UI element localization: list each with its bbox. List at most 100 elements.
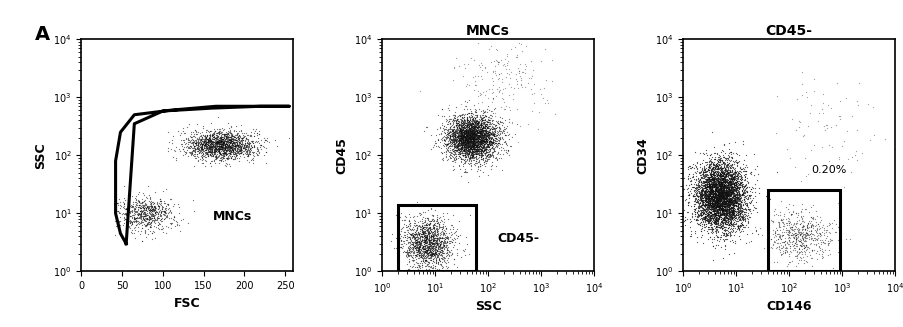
Point bbox=[444, 148, 459, 153]
Point bbox=[412, 243, 426, 248]
Point bbox=[713, 192, 728, 198]
Point bbox=[712, 165, 726, 170]
Point bbox=[713, 191, 728, 197]
Point bbox=[135, 217, 149, 222]
Point bbox=[709, 199, 723, 205]
Point bbox=[717, 195, 731, 200]
Point bbox=[429, 260, 443, 266]
Point bbox=[143, 225, 157, 230]
Point bbox=[712, 209, 726, 215]
Point bbox=[119, 206, 134, 211]
Point bbox=[209, 146, 223, 151]
Point bbox=[703, 187, 717, 193]
Point bbox=[452, 148, 467, 154]
Point bbox=[711, 197, 725, 202]
Point bbox=[234, 144, 248, 149]
Point bbox=[718, 224, 732, 230]
Point bbox=[799, 253, 814, 258]
Point bbox=[464, 133, 479, 138]
Point bbox=[719, 203, 733, 208]
Point bbox=[450, 121, 464, 126]
Point bbox=[452, 135, 467, 140]
Point bbox=[442, 145, 457, 150]
Point bbox=[714, 211, 729, 216]
Point bbox=[147, 205, 162, 211]
Point bbox=[711, 180, 725, 185]
Point bbox=[447, 133, 461, 138]
Point bbox=[724, 173, 739, 178]
Point bbox=[723, 170, 738, 175]
Point bbox=[704, 197, 719, 202]
Point bbox=[471, 132, 486, 137]
Point bbox=[408, 242, 423, 247]
Point bbox=[721, 198, 736, 204]
Point bbox=[471, 106, 486, 112]
Point bbox=[200, 141, 215, 146]
Point bbox=[714, 202, 729, 207]
Point bbox=[707, 189, 721, 194]
Point bbox=[424, 238, 438, 243]
Point bbox=[714, 224, 729, 229]
Point bbox=[409, 232, 424, 237]
Point bbox=[442, 136, 456, 142]
Point bbox=[697, 201, 712, 207]
Point bbox=[715, 212, 730, 217]
Point bbox=[410, 247, 424, 252]
Point bbox=[408, 227, 423, 232]
Point bbox=[694, 172, 709, 178]
Point bbox=[216, 142, 230, 147]
Point bbox=[217, 153, 231, 159]
Point bbox=[688, 170, 703, 175]
Point bbox=[419, 220, 433, 225]
Point bbox=[408, 253, 423, 258]
Point bbox=[731, 195, 745, 200]
Point bbox=[202, 138, 217, 144]
Point bbox=[453, 138, 468, 143]
Point bbox=[706, 184, 721, 190]
Point bbox=[123, 217, 137, 222]
Point bbox=[708, 208, 722, 213]
Point bbox=[745, 196, 759, 201]
Point bbox=[705, 206, 720, 211]
Point bbox=[730, 197, 744, 202]
Point bbox=[780, 261, 795, 267]
Point bbox=[145, 207, 160, 213]
Point bbox=[721, 206, 735, 211]
Point bbox=[440, 121, 454, 126]
Point bbox=[457, 168, 471, 173]
Point bbox=[420, 244, 434, 250]
Point bbox=[479, 121, 493, 127]
Point bbox=[710, 180, 724, 185]
Point bbox=[464, 139, 479, 145]
Point bbox=[807, 237, 822, 242]
Point bbox=[452, 136, 467, 142]
Point bbox=[706, 176, 721, 181]
Point bbox=[473, 128, 488, 133]
Point bbox=[422, 244, 436, 250]
Point bbox=[453, 131, 468, 136]
Point bbox=[452, 152, 467, 157]
Point bbox=[729, 216, 743, 221]
Point bbox=[116, 201, 131, 207]
Point bbox=[743, 210, 758, 215]
Point bbox=[536, 85, 551, 91]
Point bbox=[459, 124, 473, 129]
Point bbox=[419, 234, 433, 240]
Point bbox=[709, 187, 723, 193]
Point bbox=[207, 144, 221, 149]
Point bbox=[461, 129, 475, 134]
Point bbox=[472, 139, 487, 144]
Point bbox=[423, 227, 437, 232]
Point bbox=[407, 232, 422, 237]
Point bbox=[438, 243, 452, 249]
Point bbox=[791, 226, 805, 232]
Point bbox=[728, 196, 742, 201]
Point bbox=[443, 127, 458, 132]
Point bbox=[418, 124, 433, 129]
Point bbox=[134, 229, 148, 234]
Point bbox=[223, 134, 237, 140]
Point bbox=[455, 124, 470, 129]
Point bbox=[405, 234, 420, 239]
Point bbox=[439, 141, 453, 146]
Point bbox=[700, 202, 714, 207]
